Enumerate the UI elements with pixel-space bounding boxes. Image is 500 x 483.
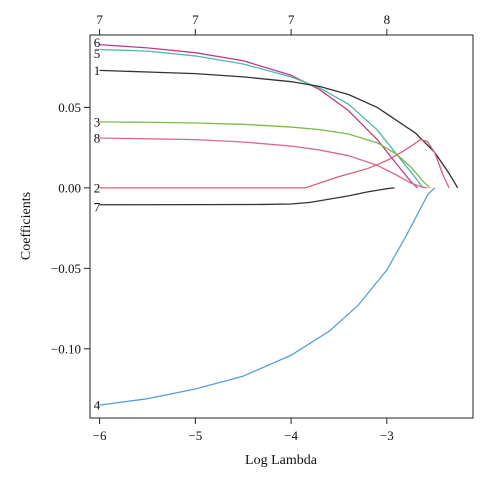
coef-path-6 [99, 44, 418, 189]
top-tick-label: 7 [192, 12, 199, 27]
top-tick-label: 7 [288, 12, 295, 27]
coef-path-8 [99, 137, 428, 189]
series-label-3: 3 [94, 114, 101, 129]
series-label-1: 1 [94, 63, 101, 78]
y-tick-label: 0.05 [58, 100, 81, 115]
series-label-6: 6 [94, 35, 101, 50]
series-label-8: 8 [94, 130, 101, 145]
coef-path-5 [99, 48, 424, 189]
x-tick-label: −3 [380, 428, 394, 443]
coef-path-4 [99, 187, 436, 406]
plot-frame [89, 34, 474, 419]
y-tick-label: −0.05 [51, 261, 81, 276]
series-label-7: 7 [94, 199, 101, 214]
coef-path-7 [99, 187, 395, 206]
series-label-2: 2 [94, 180, 101, 195]
coef-path-2 [99, 138, 450, 189]
x-tick-label: −6 [93, 428, 107, 443]
x-axis-title: Log Lambda [245, 453, 318, 468]
top-tick-label: 8 [384, 12, 391, 27]
series-label-4: 4 [94, 398, 101, 413]
series-label-5: 5 [94, 46, 101, 61]
y-tick-label: −0.10 [51, 341, 81, 356]
axes-layer: −6 −5 −4 −3 7 7 7 8 0.05 0.00 −0.05 −0.10 [51, 12, 394, 443]
series-label-layer: 65 1 38 2 7 4 [94, 35, 101, 412]
y-axis-title: Coefficients [19, 192, 34, 260]
series-layer [99, 44, 459, 406]
coef-path-3 [99, 121, 431, 189]
x-tick-label: −5 [188, 428, 202, 443]
x-tick-label: −4 [284, 428, 298, 443]
top-tick-label: 7 [96, 12, 103, 27]
y-tick-label: 0.00 [58, 180, 81, 195]
